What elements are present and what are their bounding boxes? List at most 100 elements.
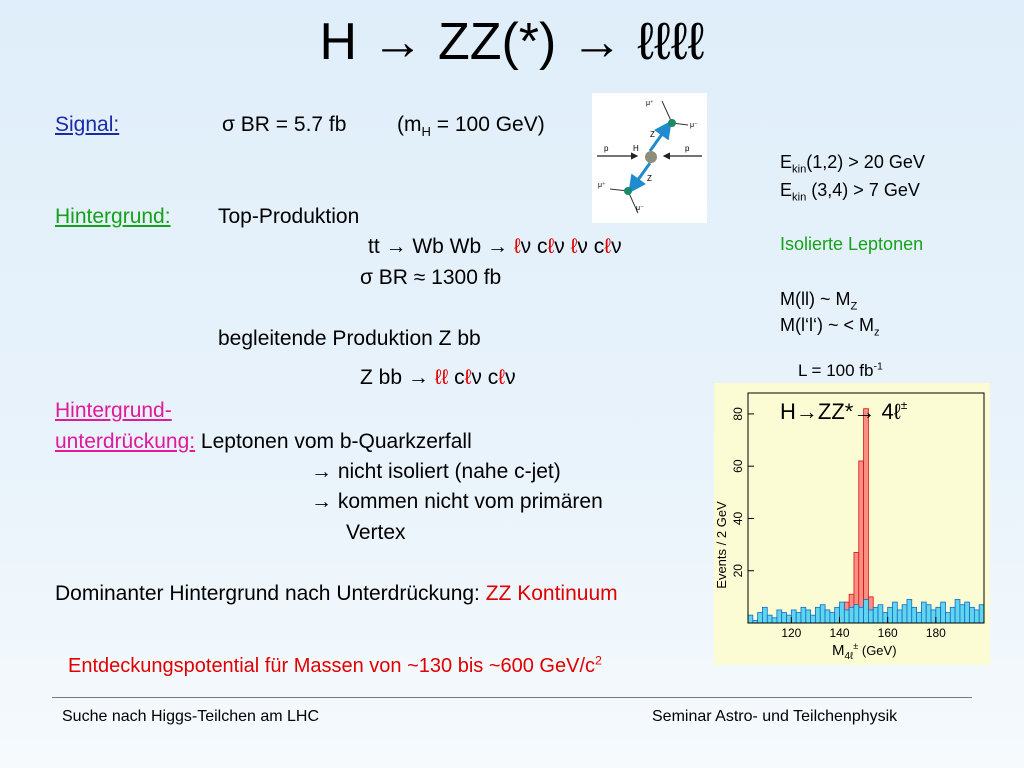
background-bar — [829, 612, 836, 624]
footer-divider — [52, 697, 972, 698]
histogram-bars — [747, 408, 985, 624]
lumi-sup: -1 — [873, 360, 883, 373]
label-p-left: p — [604, 144, 609, 153]
x-tick-label: 180 — [926, 626, 946, 640]
mass-sub: H — [421, 124, 431, 140]
tt-decay: tt → Wb Wb → ℓν cℓν ℓν cℓν — [368, 235, 622, 259]
y-tick-label: 40 — [731, 511, 745, 525]
c-1: c — [531, 235, 548, 258]
background-bar — [790, 609, 797, 624]
background-bar — [969, 606, 975, 624]
suppression-link-2[interactable]: unterdrückung: — [55, 430, 196, 453]
z-top-line — [648, 120, 672, 152]
background-bar — [916, 612, 922, 624]
background-bar — [786, 614, 792, 624]
signal-bar — [858, 460, 864, 624]
suppression-text-1: Leptonen vom b-Quarkzerfall — [195, 430, 472, 453]
z-bottom-line — [628, 162, 652, 194]
background-bar — [949, 606, 956, 624]
background-bar — [940, 601, 946, 624]
nu-4: ν — [611, 235, 622, 258]
background-bar — [887, 606, 893, 624]
higgs-vertex — [645, 151, 657, 163]
footer-right: Seminar Astro- und Teilchenphysik — [652, 708, 898, 725]
cut-ekin-34: Ekin (3,4) > 7 GeV — [780, 180, 920, 204]
histogram-svg: 120 140 160 180 20 40 60 80 Events / 2 GeV H→ZZ… — [714, 392, 985, 662]
mu-bot-2-line — [627, 190, 639, 214]
tt-br: BR ≈ 1300 fb — [372, 266, 502, 289]
nu-2: ν — [554, 235, 565, 258]
e-symbol: E — [780, 152, 793, 172]
suppression-line-1: unterdrückung: Leptonen vom b-Quarkzerfa… — [55, 430, 472, 454]
signal-mass: (mH = 100 GeV) — [397, 113, 545, 140]
background-bar — [781, 612, 787, 624]
background-link[interactable]: Hintergrund: — [55, 205, 171, 228]
mass-histogram: 120 140 160 180 20 40 60 80 Events / 2 GeV H→ZZ… — [714, 383, 990, 665]
zbb-nu-1: ν — [471, 366, 482, 389]
background-bar — [901, 604, 908, 624]
zbb-c2: c — [481, 366, 499, 389]
cut2-text: (3,4) > 7 GeV — [806, 180, 920, 200]
zbb-nu-2: ν — [505, 366, 516, 389]
suppression-label-1-wrap: Hintergrund- — [55, 399, 172, 423]
slide-title: H → ZZ(*) → ℓℓℓℓ — [319, 13, 705, 71]
mass-window-ll-prime: M(l‘l‘) ~ < Mz — [780, 315, 880, 338]
mass-window-ll: M(ll) ~ MZ — [780, 289, 857, 312]
suppression-line-3: → kommen nicht vom primären — [311, 490, 603, 513]
label-mu-minus-bottom: μ⁻ — [636, 205, 644, 212]
histogram-axes: 120 140 160 180 20 40 60 80 — [731, 392, 985, 640]
background-bar — [795, 612, 802, 624]
background-bar — [863, 599, 869, 624]
background-bar — [800, 606, 807, 624]
mu-top-1-line — [661, 100, 673, 124]
background-bar — [882, 612, 889, 624]
background-bar — [843, 609, 850, 624]
signal-bar — [863, 408, 869, 624]
mass-open: (m — [397, 113, 422, 136]
background-bar — [810, 614, 816, 624]
y-axis-label: Events / 2 GeV — [714, 501, 729, 589]
background-bar — [853, 604, 860, 624]
background-bar — [819, 604, 826, 624]
lepton-1: ℓ — [513, 235, 521, 258]
background-bar — [805, 609, 812, 624]
zbb-c1: c — [448, 366, 465, 389]
diagram-svg: μ⁺ μ⁻ Z p H p Z μ⁺ μ⁻ — [597, 100, 702, 214]
label-mu-plus-top: μ⁺ — [646, 100, 654, 107]
xlabel-sup: ± — [853, 641, 858, 651]
cut-ekin-12: Ekin(1,2) > 20 GeV — [780, 152, 925, 175]
footer-left: Suche nach Higgs-Teilchen am LHC — [62, 708, 320, 725]
cut1-text: (1,2) > 20 GeV — [806, 152, 925, 172]
dominant-background: Dominanter Hintergrund nach Unterdrückun… — [55, 582, 618, 606]
label-p-right: p — [685, 144, 690, 153]
x-tick-label: 140 — [829, 626, 849, 640]
associated-production: begleitende Produktion Z bb — [218, 327, 481, 350]
background-bar — [920, 601, 927, 624]
suppression-link-1[interactable]: Hintergrund- — [55, 399, 172, 422]
m1-text: M(ll) ~ M — [780, 289, 851, 309]
background-bar — [945, 612, 951, 624]
y-tick-label: 20 — [731, 564, 745, 578]
background-bar — [954, 599, 961, 624]
c-2: c — [587, 235, 605, 258]
background-bar — [935, 606, 942, 624]
background-bar — [815, 606, 821, 624]
background-bar — [858, 606, 864, 624]
sigma-symbol: σ — [222, 113, 235, 136]
background-bar — [762, 606, 768, 624]
signal-link[interactable]: Signal: — [55, 113, 120, 136]
background-bar — [930, 609, 937, 624]
tt-cross-section: σ BR ≈ 1300 fb — [360, 266, 501, 290]
x-tick-label: 120 — [781, 626, 801, 640]
plot-frame — [747, 392, 985, 624]
background-bar — [925, 604, 932, 624]
background-bar — [973, 609, 980, 624]
kin-sub: kin — [792, 191, 807, 204]
background-label-wrap: Hintergrund: — [55, 205, 171, 229]
background-bar — [906, 599, 913, 624]
zbb-decay: Z bb → ℓℓ cℓν cℓν — [360, 366, 516, 390]
x-tick-label: 160 — [878, 626, 898, 640]
y-tick-label: 60 — [731, 459, 745, 473]
zbb-prefix: Z bb → — [360, 366, 435, 389]
sigma-tt: σ — [360, 266, 373, 289]
